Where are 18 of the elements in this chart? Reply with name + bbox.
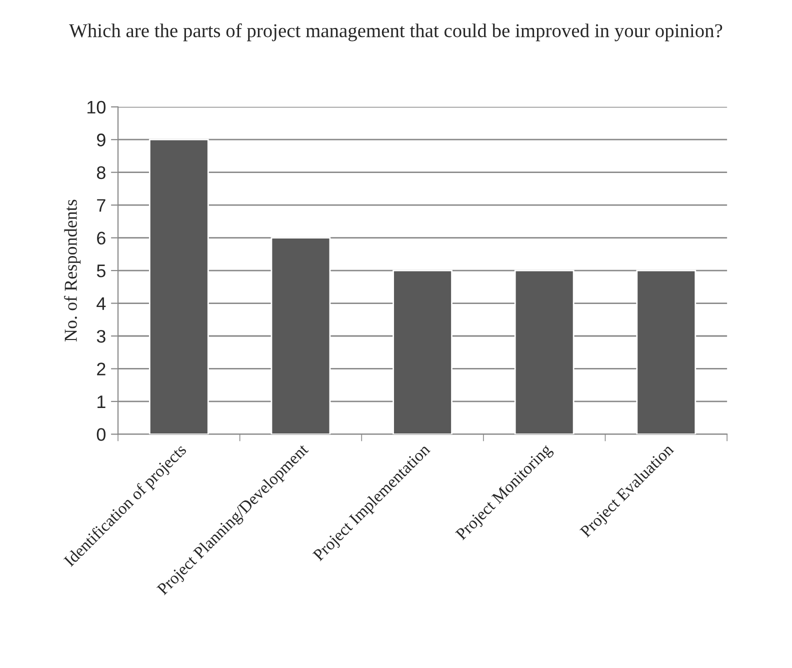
y-tick-label: 2 — [97, 362, 106, 376]
bar — [392, 270, 452, 434]
y-tick-label: 1 — [98, 396, 106, 408]
bar — [148, 138, 209, 434]
bar — [270, 237, 331, 434]
y-tick-label: 5 — [96, 264, 106, 278]
bar — [636, 270, 696, 434]
y-tick-label: 10 — [88, 100, 106, 114]
y-axis-title: No. of Respondents — [64, 200, 81, 342]
y-tick-label: 0 — [96, 428, 106, 441]
bar — [514, 270, 574, 434]
chart-title: Which are the parts of project management that could be improved in your opinion? — [69, 23, 722, 42]
y-tick-label: 4 — [96, 297, 106, 310]
y-tick-label: 6 — [97, 232, 106, 245]
y-tick-label: 8 — [96, 166, 106, 180]
y-tick-label: 3 — [96, 330, 106, 343]
y-tick-label: 9 — [97, 134, 106, 146]
y-tick-label: 7 — [97, 199, 106, 212]
